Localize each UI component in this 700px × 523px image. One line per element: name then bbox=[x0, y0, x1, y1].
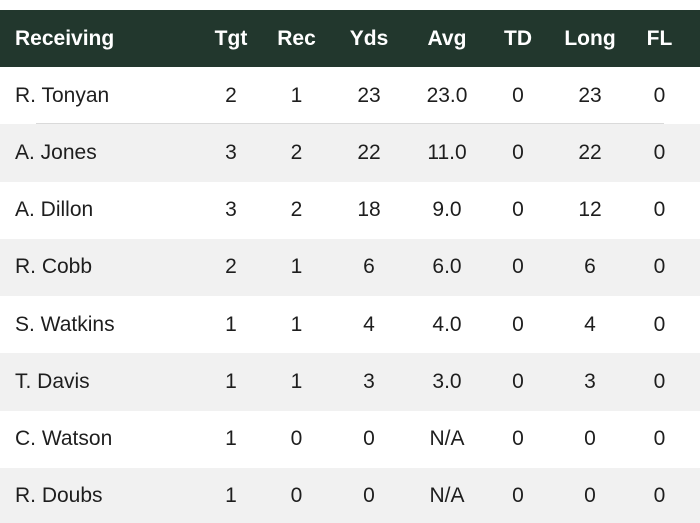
stat-fl: 0 bbox=[653, 198, 666, 222]
stat-tgt: 3 bbox=[225, 198, 237, 222]
stat-avg: 3.0 bbox=[432, 369, 462, 393]
stat-yds: 0 bbox=[363, 484, 375, 508]
stat-long: 12 bbox=[578, 198, 602, 222]
column-header-receiving: Receiving bbox=[15, 26, 115, 50]
column-header-tgt: Tgt bbox=[214, 26, 248, 50]
stat-rec: 1 bbox=[290, 83, 303, 107]
player-name: R. Doubs bbox=[15, 484, 103, 508]
stat-long: 0 bbox=[584, 427, 596, 451]
player-name: C. Watson bbox=[15, 427, 113, 451]
stat-rec: 2 bbox=[290, 198, 303, 222]
stat-long: 3 bbox=[584, 369, 596, 393]
player-name: A. Jones bbox=[15, 140, 97, 164]
stat-rec: 0 bbox=[290, 484, 303, 508]
stat-tgt: 3 bbox=[225, 140, 237, 164]
table-row: S. Watkins 1 1 4 4.0 0 4 0 bbox=[0, 296, 700, 354]
stat-yds: 3 bbox=[363, 369, 375, 393]
stat-fl: 0 bbox=[653, 484, 666, 508]
stat-fl: 0 bbox=[653, 312, 666, 336]
stat-avg: N/A bbox=[429, 427, 465, 451]
stat-yds: 4 bbox=[363, 312, 375, 336]
player-name: A. Dillon bbox=[15, 198, 94, 222]
stat-fl: 0 bbox=[653, 369, 666, 393]
stat-long: 23 bbox=[578, 83, 602, 107]
stat-rec: 1 bbox=[290, 369, 303, 393]
stat-avg: 23.0 bbox=[426, 83, 468, 107]
stat-tgt: 1 bbox=[225, 427, 237, 451]
stat-yds: 6 bbox=[363, 255, 375, 279]
column-header-td: TD bbox=[504, 26, 532, 50]
stat-avg: 11.0 bbox=[427, 140, 467, 164]
stat-td: 0 bbox=[512, 369, 524, 393]
stat-rec: 0 bbox=[290, 427, 303, 451]
stat-tgt: 1 bbox=[225, 484, 237, 508]
table-row: R. Tonyan 2 1 23 23.0 0 23 0 bbox=[0, 67, 700, 125]
stat-yds: 0 bbox=[363, 427, 375, 451]
stat-avg: N/A bbox=[429, 484, 465, 508]
stat-rec: 1 bbox=[290, 255, 303, 279]
stat-long: 6 bbox=[584, 255, 596, 279]
stat-fl: 0 bbox=[653, 140, 666, 164]
stat-tgt: 2 bbox=[225, 255, 237, 279]
stat-fl: 0 bbox=[653, 427, 666, 451]
stat-yds: 18 bbox=[357, 198, 381, 222]
stat-long: 22 bbox=[578, 140, 602, 164]
table-header-row: Receiving Tgt Rec Yds Avg TD Long FL bbox=[0, 10, 700, 67]
receiving-stats-table: Receiving Tgt Rec Yds Avg TD Long FL R. … bbox=[0, 10, 700, 523]
column-header-long: Long bbox=[564, 26, 616, 50]
stat-yds: 23 bbox=[357, 83, 381, 107]
stat-fl: 0 bbox=[653, 255, 666, 279]
stat-fl: 0 bbox=[653, 83, 666, 107]
column-header-avg: Avg bbox=[427, 26, 467, 50]
stat-tgt: 1 bbox=[225, 369, 237, 393]
stat-long: 0 bbox=[584, 484, 596, 508]
column-header-rec: Rec bbox=[277, 26, 316, 50]
stat-td: 0 bbox=[512, 312, 524, 336]
player-name: T. Davis bbox=[15, 369, 90, 393]
stat-avg: 6.0 bbox=[432, 255, 462, 279]
stat-td: 0 bbox=[512, 140, 524, 164]
player-name: R. Cobb bbox=[15, 255, 93, 279]
table-row: T. Davis 1 1 3 3.0 0 3 0 bbox=[0, 353, 700, 411]
stat-tgt: 1 bbox=[225, 312, 237, 336]
stat-long: 4 bbox=[584, 312, 596, 336]
stat-td: 0 bbox=[512, 484, 524, 508]
table-row: A. Jones 3 2 22 11.0 0 22 0 bbox=[0, 124, 700, 182]
stat-rec: 1 bbox=[290, 312, 303, 336]
stat-yds: 22 bbox=[357, 140, 381, 164]
table-row: C. Watson 1 0 0 N/A 0 0 0 bbox=[0, 410, 700, 468]
stat-rec: 2 bbox=[290, 140, 303, 164]
stat-td: 0 bbox=[512, 255, 524, 279]
top-strip bbox=[0, 0, 700, 10]
stat-td: 0 bbox=[512, 198, 524, 222]
column-header-fl: FL bbox=[646, 26, 673, 50]
stat-td: 0 bbox=[512, 427, 524, 451]
player-name: R. Tonyan bbox=[15, 83, 110, 107]
player-name: S. Watkins bbox=[15, 312, 115, 336]
table-row: A. Dillon 3 2 18 9.0 0 12 0 bbox=[0, 181, 700, 239]
stat-avg: 9.0 bbox=[432, 198, 462, 222]
stat-avg: 4.0 bbox=[432, 312, 462, 336]
table-row: R. Cobb 2 1 6 6.0 0 6 0 bbox=[0, 238, 700, 296]
stat-td: 0 bbox=[512, 83, 524, 107]
table-row: R. Doubs 1 0 0 N/A 0 0 0 bbox=[0, 467, 700, 523]
stat-tgt: 2 bbox=[225, 83, 237, 107]
column-header-yds: Yds bbox=[349, 26, 389, 50]
